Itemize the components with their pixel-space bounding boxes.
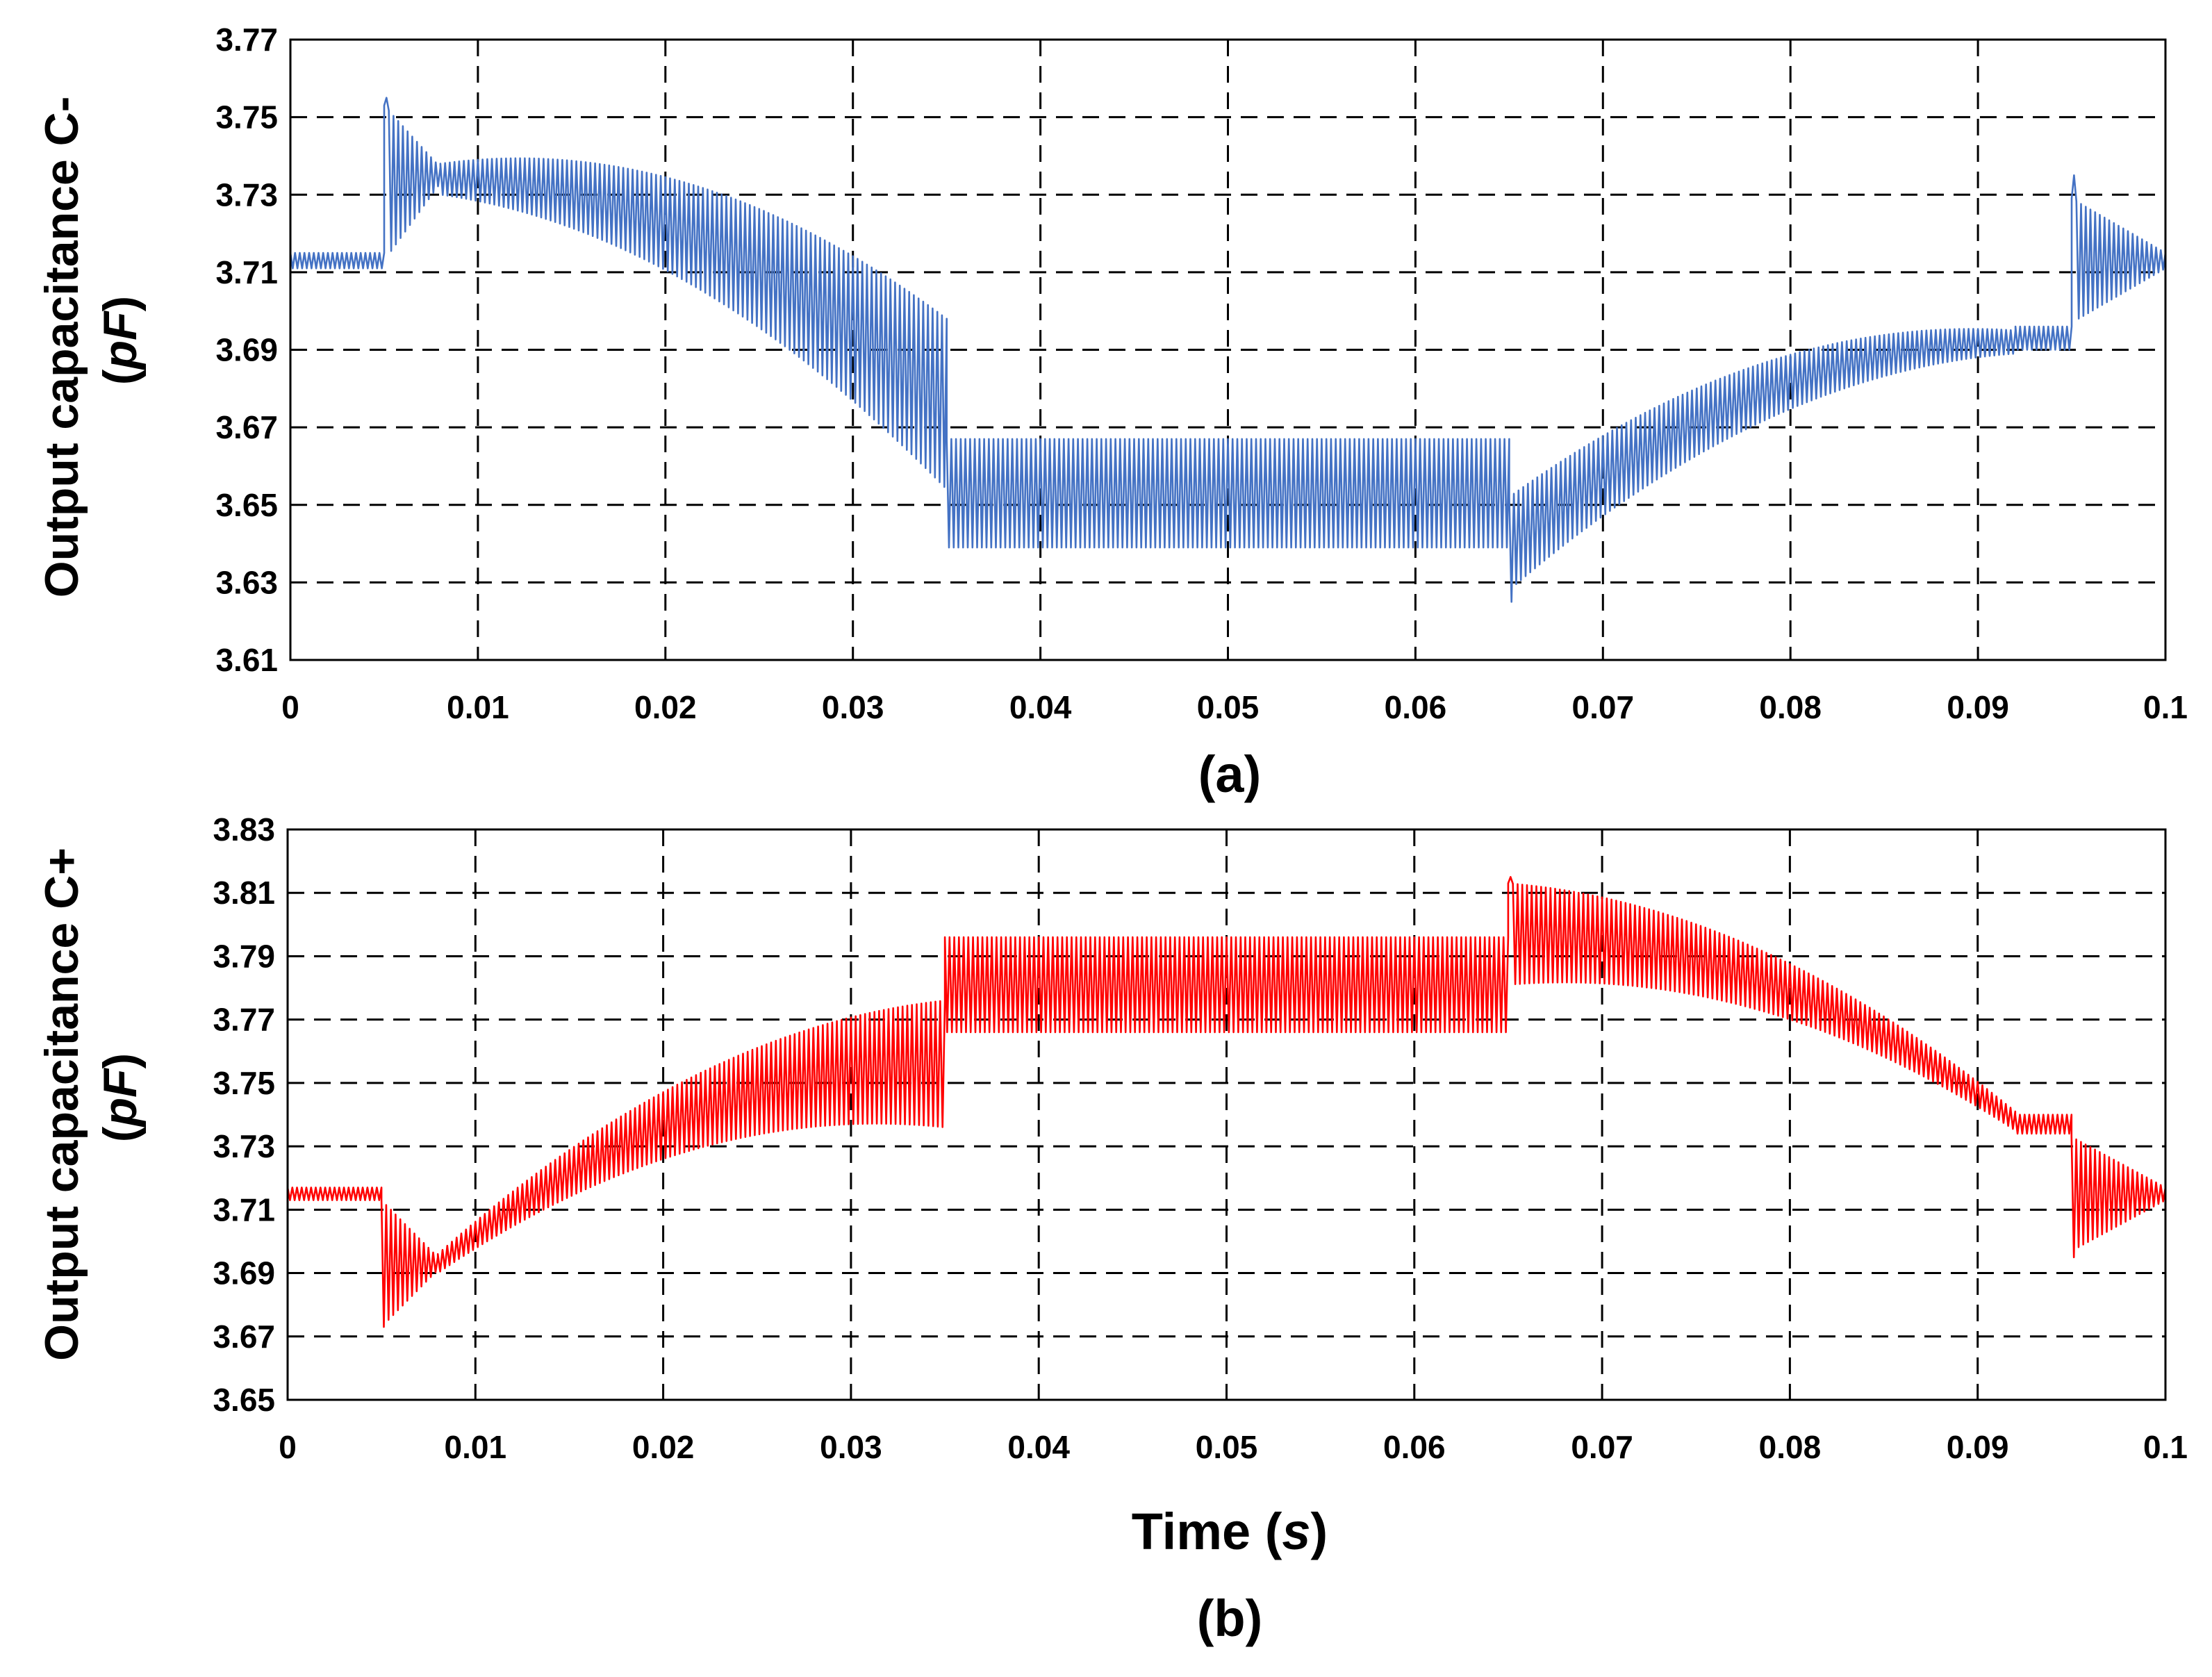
panel-b-y-tick: 3.69 [213, 1255, 275, 1291]
panel-b-x-tick: 0.02 [632, 1429, 695, 1465]
panel-b-x-tick: 0.06 [1383, 1429, 1446, 1465]
panel-b-gridlines [288, 829, 2165, 1400]
panel-b-x-tick: 0.08 [1759, 1429, 1822, 1465]
panel-b-caption: (b) [1197, 1589, 1263, 1647]
panel-a-x-tick-labels: 0 0.01 0.02 0.03 0.04 0.05 0.06 0.07 0.08 0.09 0.1 [281, 689, 2188, 725]
panel-a-y-tick: 3.75 [215, 99, 278, 135]
panel-b-series-c-plus [286, 876, 2167, 1328]
panel-b-x-tick: 0.07 [1571, 1429, 1633, 1465]
panel-a-y-axis-unit: pF [94, 311, 147, 371]
panel-b-x-axis-label: Time (s) [1132, 1503, 1328, 1560]
panel-a-plot-frame [289, 38, 2167, 661]
panel-b-x-tick: 0.09 [1947, 1429, 2009, 1465]
panel-b-chart: 3.65 3.67 3.69 3.71 3.73 3.75 3.77 3.79 3.81 3.83… [35, 811, 2188, 1647]
panel-b-y-tick-labels: 3.65 3.67 3.69 3.71 3.73 3.75 3.77 3.79 3.81 3.83 [213, 811, 275, 1418]
panel-a-y-tick: 3.69 [215, 332, 278, 368]
panel-a-x-tick: 0.1 [2143, 689, 2188, 725]
panel-b-y-tick: 3.73 [213, 1128, 275, 1164]
panel-b-y-tick: 3.79 [213, 938, 275, 974]
panel-a-series-c-minus [289, 97, 2167, 603]
panel-a-caption: (a) [1198, 745, 1261, 803]
panel-a-y-tick-labels: 3.61 3.63 3.65 3.67 3.69 3.71 3.73 3.75 3.77 [215, 22, 278, 678]
panel-a-y-tick: 3.71 [215, 254, 278, 290]
panel-a-y-tick: 3.63 [215, 564, 278, 600]
panel-a-x-tick: 0.01 [447, 689, 509, 725]
panel-b-x-tick: 0.01 [445, 1429, 507, 1465]
panel-b-y-tick: 3.81 [213, 875, 275, 911]
panel-b-plot-frame [286, 828, 2167, 1401]
panel-a-x-tick: 0.09 [1947, 689, 2009, 725]
panel-a-gridlines [290, 40, 2165, 660]
panel-b-x-tick: 0.1 [2143, 1429, 2188, 1465]
panel-b-x-tick: 0.05 [1196, 1429, 1258, 1465]
panel-a-y-tick: 3.65 [215, 487, 278, 523]
panel-b-y-axis-label: Output capacitance C+ (pF) [35, 834, 147, 1361]
panel-a-y-tick: 3.73 [215, 176, 278, 213]
panel-b-x-axis-title: Time [1132, 1503, 1251, 1560]
panel-a-x-tick: 0.06 [1385, 689, 1447, 725]
panel-b-x-tick-labels: 0 0.01 0.02 0.03 0.04 0.05 0.06 0.07 0.08 0.09 0.1 [279, 1429, 2188, 1465]
panel-b-x-axis-unit-open: ( [1251, 1503, 1282, 1560]
panel-b-y-tick: 3.65 [213, 1382, 275, 1418]
panel-a-x-tick: 0.07 [1572, 689, 1635, 725]
panel-b-y-tick: 3.83 [213, 811, 275, 848]
panel-a-x-tick: 0.04 [1009, 689, 1072, 725]
panel-a-y-axis-unit-open: ( [94, 369, 147, 385]
panel-b-x-axis-unit: s [1282, 1503, 1310, 1560]
panel-a-y-tick: 3.67 [215, 409, 278, 445]
panel-a-y-axis-title: Output capacitance C- [35, 97, 88, 598]
panel-a-x-tick: 0 [281, 689, 299, 725]
panel-b-y-tick: 3.71 [213, 1191, 275, 1228]
panel-a-x-tick: 0.08 [1759, 689, 1822, 725]
panel-a-x-tick: 0.05 [1197, 689, 1260, 725]
panel-a-y-axis-unit-close: ) [94, 296, 147, 312]
panel-a-y-tick: 3.77 [215, 22, 278, 58]
panel-b-y-axis-unit-close: ) [94, 1053, 147, 1069]
panel-a-y-tick: 3.61 [215, 642, 278, 678]
panel-b-y-axis-unit-open: ( [94, 1126, 147, 1142]
panel-b-x-tick: 0.04 [1007, 1429, 1070, 1465]
panel-b-y-tick: 3.77 [213, 1002, 275, 1038]
panel-b-x-tick: 0.03 [820, 1429, 882, 1465]
panel-a-x-tick: 0.02 [634, 689, 697, 725]
panel-b-x-tick: 0 [279, 1429, 297, 1465]
panel-a-x-tick: 0.03 [822, 689, 884, 725]
panel-b-x-axis-unit-close: ) [1311, 1503, 1328, 1560]
panel-b-y-axis-unit: pF [94, 1068, 147, 1128]
panel-b-y-tick: 3.67 [213, 1319, 275, 1355]
panel-a-y-axis-label: Output capacitance C- (pF) [35, 83, 147, 598]
panel-b-y-tick: 3.75 [213, 1065, 275, 1101]
panel-a-chart: 3.61 3.63 3.65 3.67 3.69 3.71 3.73 3.75 3.77 0 0.… [35, 22, 2188, 803]
panel-b-y-axis-title: Output capacitance C+ [35, 848, 88, 1361]
